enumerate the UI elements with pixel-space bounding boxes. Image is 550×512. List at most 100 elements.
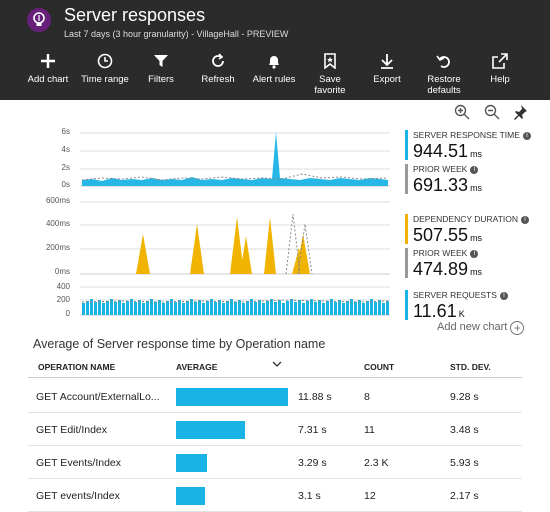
request-bar [290,299,293,315]
request-bar [274,302,277,315]
request-bar [118,300,121,315]
request-bar [246,301,249,315]
average-bar [176,388,288,406]
request-bar [254,302,257,315]
request-bar [278,300,281,315]
time-range-button[interactable]: Time range [78,50,132,85]
sort-chevron-icon[interactable] [272,359,282,371]
average-bar [176,487,205,505]
request-bar [106,301,109,315]
external-link-icon [480,50,520,72]
restore-defaults-button[interactable]: Restore defaults [420,50,468,96]
request-bar [354,302,357,315]
request-bar [102,303,105,315]
undo-icon [420,50,468,72]
download-icon [364,50,410,72]
column-std-dev[interactable]: STD. DEV. [450,362,491,372]
add-chart-button[interactable]: Add chart [24,50,72,85]
request-bar [238,300,241,315]
std-dev-cell: 9.28 s [450,391,479,403]
clock-icon [78,50,132,72]
request-bar [322,303,325,315]
page-title: Server responses [64,5,206,25]
alert-rules-button[interactable]: Alert rules [250,50,298,85]
save-favorite-button[interactable]: Save favorite [306,50,354,96]
page-subtitle: Last 7 days (3 hour granularity) - Villa… [64,29,289,39]
request-bar [170,299,173,315]
help-button[interactable]: Help [480,50,520,85]
plus-icon [24,50,72,72]
table-row[interactable]: GET Events/Index 3.29 s 2.3 K 5.93 s [28,446,522,479]
request-bar [222,303,225,315]
info-icon[interactable]: i [522,132,531,140]
request-bar [346,301,349,315]
request-bar [382,303,385,315]
request-bar [370,299,373,315]
request-bar [114,302,117,315]
zoom-in-icon[interactable] [454,104,472,120]
operation-name-cell: GET Edit/Index [36,424,108,436]
column-operation-name[interactable]: OPERATION NAME [38,362,116,372]
request-bar [178,300,181,315]
request-bar [266,301,269,315]
request-bar [150,299,153,315]
request-bar [94,302,97,315]
info-icon[interactable]: i [521,216,530,224]
server-requests-chart[interactable]: 400 200 0 [32,282,390,321]
request-bar [154,302,157,315]
request-bar [286,301,289,315]
request-bar [338,300,341,315]
zoom-out-icon[interactable] [484,104,502,120]
dependency-duration-chart[interactable]: 600ms 400ms 200ms 0ms [32,196,390,281]
request-bar [302,303,305,315]
request-bar [122,303,125,315]
plus-circle-icon: + [510,321,525,335]
info-icon[interactable]: i [499,292,508,300]
count-cell: 8 [364,391,370,403]
request-bar [90,299,93,315]
request-bar [130,299,133,315]
request-bar [166,301,169,315]
request-bar [126,301,129,315]
request-bar [194,302,197,315]
request-bar [158,300,161,315]
request-bar [214,302,217,315]
column-count[interactable]: COUNT [364,362,395,372]
column-average[interactable]: AVERAGE [176,362,218,372]
request-bar [294,302,297,315]
table-row[interactable]: GET Account/ExternalLo... 11.88 s 8 9.28 s [28,380,522,413]
info-icon[interactable]: i [470,250,479,258]
operation-name-cell: GET events/Index [36,490,120,502]
request-bar [318,300,321,315]
requests-prior-week-series [81,299,389,303]
std-dev-cell: 5.93 s [450,457,479,469]
request-bar [270,299,273,315]
filter-icon [140,50,182,72]
request-bar [242,303,245,315]
refresh-button[interactable]: Refresh [195,50,241,85]
add-new-chart-link[interactable]: Add new chart + [437,321,525,335]
response-time-series [82,132,388,186]
info-icon[interactable]: i [470,166,479,174]
pin-icon[interactable] [512,104,530,120]
average-bar [176,454,207,472]
request-bar [174,302,177,315]
bell-icon [250,50,298,72]
average-cell: 3.29 s [298,457,327,469]
table-row[interactable]: GET events/Index 3.1 s 12 2.17 s [28,479,522,512]
table-row[interactable]: GET Edit/Index 7.31 s 11 3.48 s [28,413,522,446]
average-cell: 11.88 s [298,391,332,403]
request-bar [82,303,85,315]
request-bar [282,303,285,315]
export-button[interactable]: Export [364,50,410,85]
request-bar [358,300,361,315]
filters-button[interactable]: Filters [140,50,182,85]
request-bar [334,302,337,315]
average-cell: 7.31 s [298,424,327,436]
lightbulb-icon [27,8,51,32]
bookmark-icon [306,50,354,72]
request-bar [374,302,377,315]
request-bar [134,302,137,315]
response-time-chart[interactable]: 6s 4s 2s 0s [32,122,390,194]
toolbar: Add chart Time range Filters Refresh Ale… [0,50,550,98]
